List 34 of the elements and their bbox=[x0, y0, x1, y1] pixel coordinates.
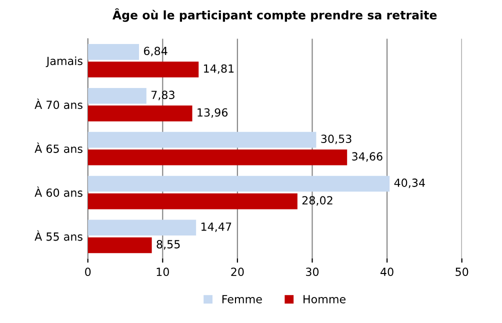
data-label: 13,96 bbox=[198, 108, 228, 118]
chart-title: Âge où le participant compte prendre sa retraite bbox=[112, 8, 437, 22]
data-label: 8,55 bbox=[156, 240, 180, 250]
data-label: 40,34 bbox=[394, 178, 425, 188]
bar bbox=[88, 62, 199, 78]
x-tick-label: 40 bbox=[380, 268, 394, 276]
bar bbox=[88, 88, 146, 104]
y-tick-label: À 70 ans bbox=[34, 98, 82, 110]
y-tick-label: À 55 ans bbox=[34, 230, 82, 241]
legend-label: Femme bbox=[222, 295, 262, 304]
bar bbox=[88, 176, 390, 192]
x-tick-label: 20 bbox=[231, 268, 244, 276]
y-tick-label: Jamais bbox=[46, 56, 82, 68]
bar bbox=[88, 106, 192, 122]
legend-label: Homme bbox=[304, 295, 346, 304]
bar bbox=[88, 149, 348, 166]
x-tick-label: 50 bbox=[456, 268, 468, 276]
data-label: 7,83 bbox=[151, 90, 174, 100]
bar bbox=[88, 44, 140, 60]
x-tick-label: 30 bbox=[306, 268, 319, 276]
data-label: 28,02 bbox=[302, 196, 332, 206]
bar bbox=[88, 237, 152, 254]
x-tick-label: 0 bbox=[85, 268, 91, 276]
y-tick-label: À 65 ans bbox=[34, 142, 82, 153]
data-label: 30,53 bbox=[321, 134, 352, 144]
data-label: 34,66 bbox=[352, 152, 382, 162]
bar bbox=[88, 220, 196, 236]
bar bbox=[88, 132, 316, 148]
data-label: 14,47 bbox=[201, 222, 232, 232]
x-tick-label: 10 bbox=[156, 268, 169, 276]
data-label: 14,81 bbox=[204, 64, 234, 74]
y-tick-label: À 60 ans bbox=[34, 186, 82, 197]
bar bbox=[88, 193, 298, 210]
data-label: 6,84 bbox=[144, 46, 168, 56]
